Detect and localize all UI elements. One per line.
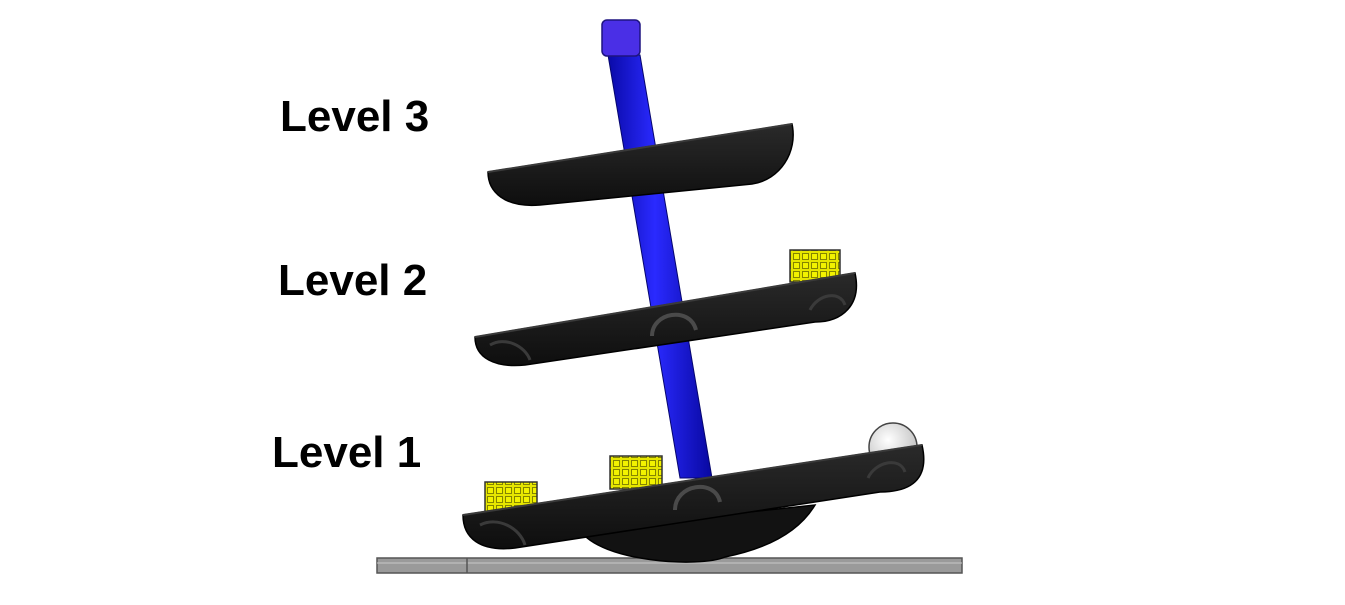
tray-level-2 [474, 272, 858, 367]
tray-level-1 [462, 444, 925, 550]
level-2-label: Level 2 [278, 256, 428, 305]
level-3-label: Level 3 [280, 92, 430, 141]
level-1-label: Level 1 [272, 428, 422, 477]
rocker-base [578, 504, 817, 563]
yellow-cube-level-1-center [609, 455, 663, 490]
tray-level-3 [487, 123, 794, 207]
central-pole [601, 19, 713, 479]
pole-cap [601, 19, 641, 57]
